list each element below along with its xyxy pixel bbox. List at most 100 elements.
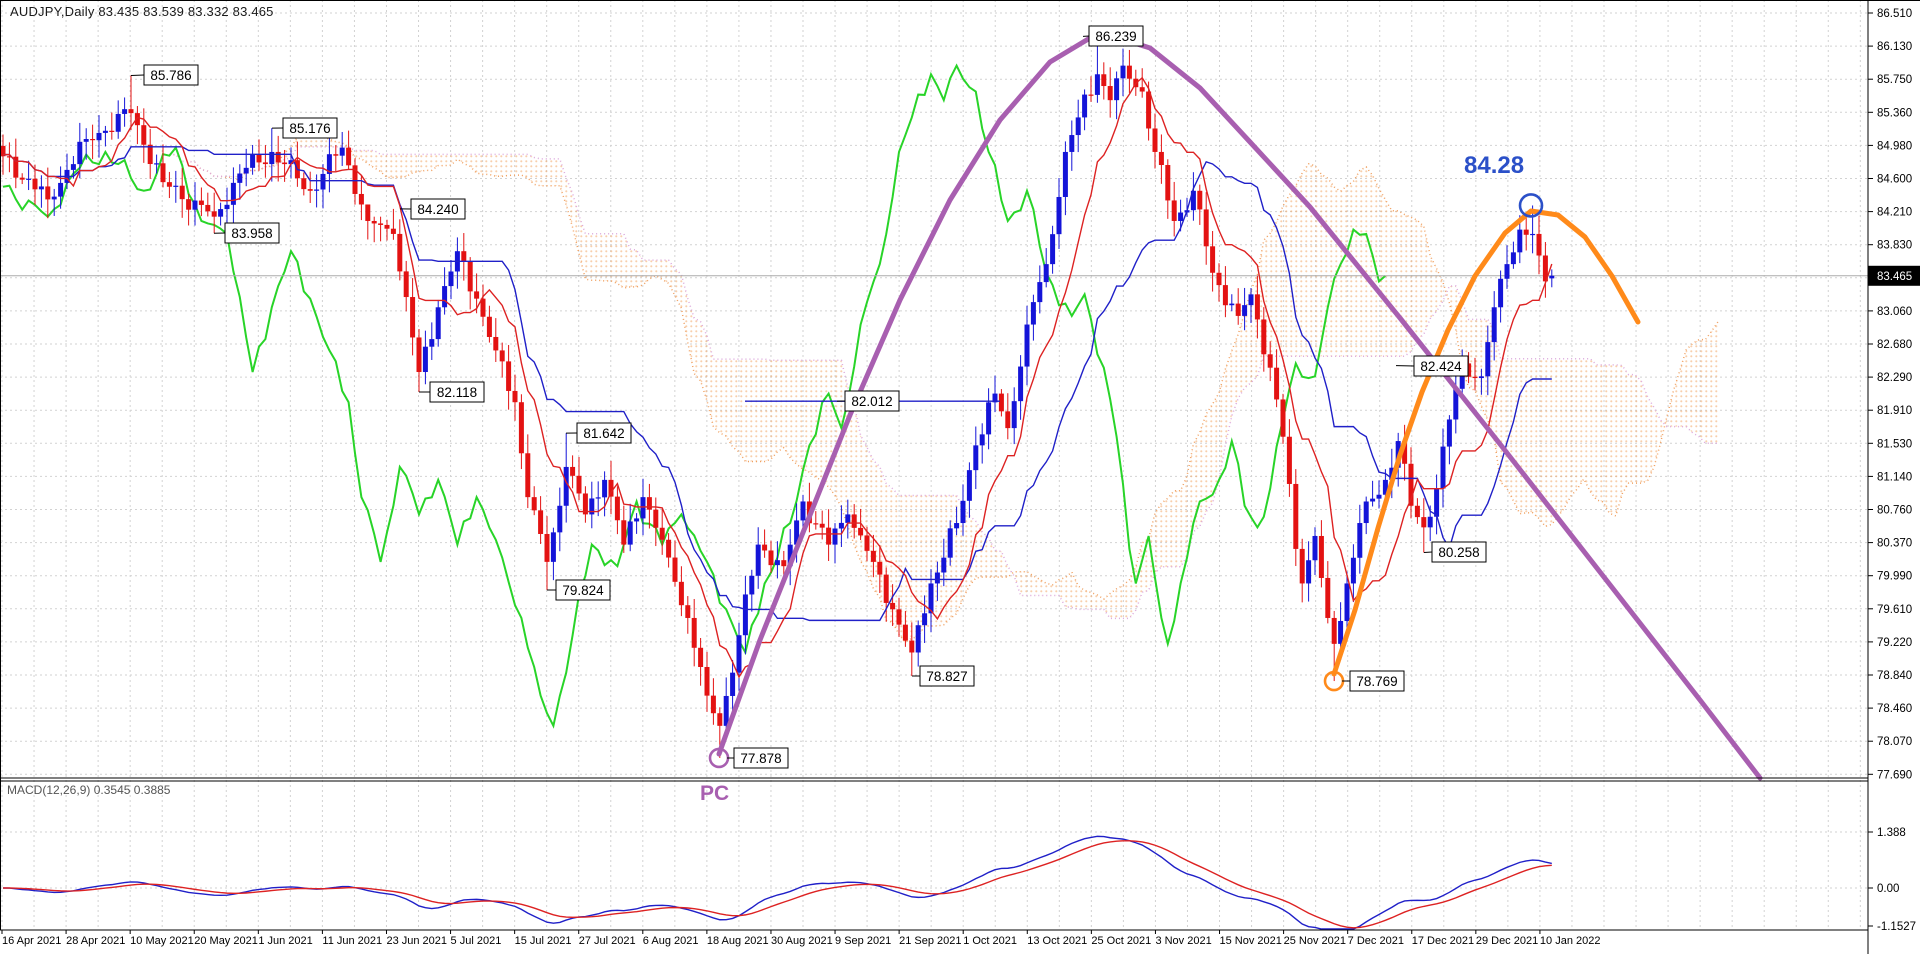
price-axis-label: 81.910 (1877, 405, 1912, 417)
candle-body (352, 165, 358, 194)
price-callout-value: 78.827 (926, 669, 967, 684)
pc-annotation-text[interactable]: PC (700, 782, 730, 805)
price-axis-label: 85.360 (1877, 107, 1912, 119)
candle-body (1165, 165, 1171, 201)
candle-body (1190, 190, 1196, 211)
kijun-sen-line (3, 146, 1552, 622)
candle-body (877, 561, 883, 575)
candle-body (1478, 376, 1484, 379)
candle-body (800, 501, 806, 521)
candle-body (723, 695, 729, 726)
candle-body (243, 167, 249, 174)
candle-body (51, 196, 57, 200)
candle-body (890, 602, 896, 610)
orange-curve-annotation[interactable] (1331, 208, 1641, 677)
candle-body (1274, 367, 1280, 400)
peak-price-annotation[interactable]: 84.28 (1464, 152, 1525, 179)
date-axis-label: 1 Oct 2021 (963, 935, 1017, 947)
candle-body (275, 151, 281, 163)
candle-body (19, 177, 25, 180)
price-callout-value: 86.239 (1095, 29, 1136, 44)
candle-body (563, 466, 569, 506)
price-callout-box[interactable] (410, 198, 466, 220)
price-callout-box[interactable] (282, 117, 338, 139)
candle-body (1248, 294, 1254, 306)
candle-body (666, 539, 672, 558)
price-callout-box[interactable] (555, 579, 611, 601)
candle-body (1408, 463, 1414, 506)
candle-body (448, 271, 454, 287)
candle-body (1037, 282, 1043, 303)
candle-body (813, 523, 819, 525)
price-callout-box[interactable] (1088, 25, 1144, 47)
candle-body (1504, 264, 1510, 279)
candle-body (762, 544, 768, 551)
price-callout-box[interactable] (224, 222, 280, 244)
candle-body (1357, 523, 1363, 558)
candle-body (1498, 278, 1504, 308)
date-axis-label: 30 Aug 2021 (771, 935, 833, 947)
candle-body (986, 402, 992, 435)
peak-circle[interactable] (1518, 193, 1544, 218)
candle-body (621, 520, 627, 545)
candle-body (851, 514, 857, 528)
candle-body (934, 572, 940, 584)
date-axis-label: 23 Jun 2021 (386, 935, 447, 947)
candle-body (768, 550, 774, 566)
candle-body (371, 220, 377, 224)
date-axis-label: 7 Dec 2021 (1348, 935, 1404, 947)
candle-body (230, 182, 236, 205)
price-axis-label: 86.510 (1877, 8, 1912, 20)
date-axis-label: 15 Nov 2021 (1220, 935, 1282, 947)
candle-body (378, 223, 384, 225)
candle-body (70, 164, 76, 170)
candle-body (192, 200, 198, 210)
candle-body (358, 193, 364, 205)
price-axis-label: 84.600 (1877, 174, 1912, 186)
price-callout-value: 84.240 (417, 202, 458, 217)
candle-body (1485, 342, 1491, 377)
candle-body (589, 498, 595, 515)
candle-body (1376, 494, 1382, 499)
price-callout-box[interactable] (1413, 355, 1469, 377)
candle-body (1280, 399, 1286, 437)
candle-body (397, 233, 403, 272)
price-callout-value: 81.642 (583, 426, 624, 441)
candle-body (486, 316, 492, 337)
candle-body (128, 109, 134, 114)
candle-body (416, 337, 422, 373)
price-axis-label: 81.530 (1877, 438, 1912, 450)
price-callout-box[interactable] (429, 381, 485, 403)
candle-body (698, 647, 704, 667)
candle-body (77, 141, 83, 165)
price-callout-box[interactable] (576, 422, 632, 444)
candle-body (1530, 233, 1536, 236)
price-callout-box[interactable] (733, 747, 789, 769)
price-callout-box[interactable] (1431, 541, 1487, 563)
price-callout-box[interactable] (844, 390, 900, 412)
candle-body (403, 271, 409, 298)
candle-body (870, 550, 876, 562)
price-callout-box[interactable] (919, 665, 975, 687)
candle-body (755, 544, 761, 576)
candle-body (301, 178, 307, 190)
date-axis-label: 25 Nov 2021 (1284, 935, 1346, 947)
candle-body (1299, 548, 1305, 584)
candle-body (845, 514, 851, 523)
candle-body (1363, 501, 1369, 524)
candle-body (45, 186, 51, 200)
candle-body (122, 109, 128, 114)
candle-body (576, 475, 582, 494)
price-callout-value: 82.012 (851, 394, 892, 409)
current-price-value: 83.465 (1877, 271, 1912, 283)
price-callout-box[interactable] (143, 64, 199, 86)
candle-body (1549, 275, 1555, 279)
candle-body (704, 666, 710, 696)
date-axis-label: 21 Sep 2021 (899, 935, 961, 947)
price-callout-box[interactable] (1349, 670, 1405, 692)
candle-body (634, 518, 640, 522)
candle-body (173, 185, 179, 187)
price-callout-value: 83.958 (231, 226, 272, 241)
candle-body (1075, 117, 1081, 136)
